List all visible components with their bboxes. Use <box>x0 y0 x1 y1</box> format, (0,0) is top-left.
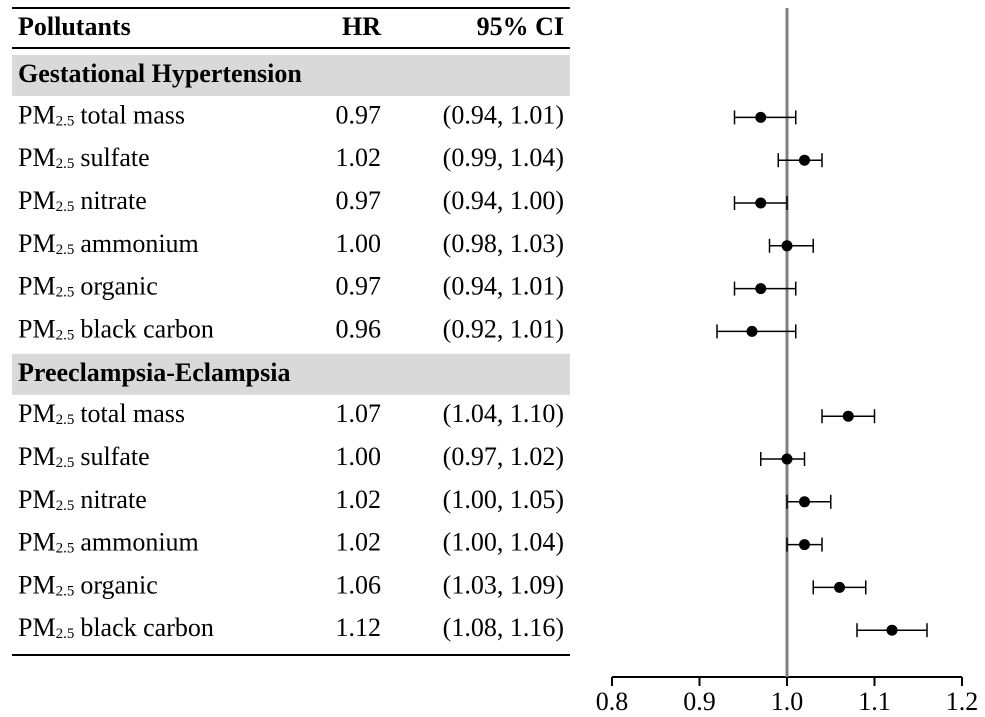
hr-point <box>781 453 793 465</box>
hr-point <box>799 496 810 508</box>
hr-value: 1.00 <box>336 229 382 258</box>
pollutant-prefix: PM <box>18 143 56 172</box>
x-tick-label: 1.2 <box>946 687 979 716</box>
ci-value: (1.03, 1.09) <box>443 570 564 599</box>
ci-value: (0.99, 1.04) <box>443 143 564 172</box>
hr-value: 0.96 <box>336 314 382 343</box>
pollutant-subscript: 2.5 <box>56 328 75 344</box>
header: HR <box>342 12 381 41</box>
hr-value: 1.07 <box>336 399 382 428</box>
ci-value: (1.04, 1.10) <box>443 399 564 428</box>
pollutant-name: organic <box>80 272 158 301</box>
pollutant-prefix: PM <box>18 272 56 301</box>
hr-value: 1.02 <box>336 528 382 557</box>
hr-point <box>842 410 854 422</box>
x-tick-label: 1.1 <box>858 687 891 716</box>
pollutant-label: PM2.5 black carbon <box>18 613 214 642</box>
hr-point <box>781 240 793 252</box>
header: 95% CI <box>477 12 564 41</box>
pollutant-prefix: PM <box>18 100 56 129</box>
ci-value: (1.00, 1.04) <box>443 528 564 557</box>
x-tick-label: 1.0 <box>771 687 804 716</box>
hr-value: 1.06 <box>336 570 382 599</box>
hr-value: 1.00 <box>336 442 382 471</box>
pollutant-label: PM2.5 organic <box>18 570 158 599</box>
pollutant-prefix: PM <box>18 528 56 557</box>
pollutant-name: black carbon <box>80 314 214 343</box>
pollutant-name: black carbon <box>80 613 214 642</box>
hr-value: 0.97 <box>336 186 382 215</box>
ci-value: (1.08, 1.16) <box>443 613 564 642</box>
pollutant-prefix: PM <box>18 485 56 514</box>
pollutant-label: PM2.5 ammonium <box>18 528 199 557</box>
ci-value: (0.97, 1.02) <box>443 442 564 471</box>
pollutant-prefix: PM <box>18 186 56 215</box>
hr-value: 1.12 <box>336 613 382 642</box>
pollutant-subscript: 2.5 <box>56 242 75 258</box>
hr-point <box>799 539 810 551</box>
hr-value: 1.02 <box>336 143 382 172</box>
pollutant-subscript: 2.5 <box>56 498 75 514</box>
pollutant-name: sulfate <box>80 442 149 471</box>
group-title: Preeclampsia-Eclampsia <box>18 358 290 387</box>
pollutant-prefix: PM <box>18 613 56 642</box>
hr-point <box>755 283 767 295</box>
ci-value: (0.98, 1.03) <box>443 229 564 258</box>
hr-point <box>886 624 898 636</box>
x-tick-label: 0.8 <box>596 687 629 716</box>
pollutant-name: organic <box>80 570 158 599</box>
pollutant-name: ammonium <box>80 528 198 557</box>
pollutant-label: PM2.5 total mass <box>18 399 185 428</box>
group-title: Gestational Hypertension <box>18 59 302 88</box>
pollutant-subscript: 2.5 <box>56 413 75 429</box>
pollutant-prefix: PM <box>18 314 56 343</box>
hr-value: 1.02 <box>336 485 382 514</box>
pollutant-label: PM2.5 ammonium <box>18 229 199 258</box>
pollutant-name: nitrate <box>80 485 146 514</box>
x-tick-label: 0.9 <box>683 687 716 716</box>
hr-value: 0.97 <box>336 100 382 129</box>
pollutant-subscript: 2.5 <box>56 541 75 557</box>
hr-point <box>799 154 810 166</box>
ci-value: (0.94, 1.01) <box>443 272 564 301</box>
hr-point <box>755 111 767 123</box>
pollutant-label: PM2.5 organic <box>18 272 158 301</box>
pollutant-prefix: PM <box>18 570 56 599</box>
pollutant-prefix: PM <box>18 442 56 471</box>
pollutant-label: PM2.5 sulfate <box>18 442 150 471</box>
pollutant-subscript: 2.5 <box>56 455 75 471</box>
pollutant-subscript: 2.5 <box>56 627 75 643</box>
pollutant-name: nitrate <box>80 186 146 215</box>
ci-value: (1.00, 1.05) <box>443 485 564 514</box>
ci-value: (0.94, 1.01) <box>443 100 564 129</box>
pollutant-label: PM2.5 nitrate <box>18 186 147 215</box>
pollutant-subscript: 2.5 <box>56 114 75 130</box>
pollutant-name: sulfate <box>80 143 149 172</box>
pollutant-subscript: 2.5 <box>56 584 75 600</box>
pollutant-name: ammonium <box>80 229 198 258</box>
pollutant-prefix: PM <box>18 229 56 258</box>
group-band <box>12 353 570 395</box>
ci-value: (0.94, 1.00) <box>443 186 564 215</box>
header: Pollutants <box>18 12 131 41</box>
hr-point <box>746 325 758 337</box>
hr-point <box>834 581 845 593</box>
ci-value: (0.92, 1.01) <box>443 314 564 343</box>
pollutant-subscript: 2.5 <box>56 157 75 173</box>
hr-value: 0.97 <box>336 272 382 301</box>
pollutant-name: total mass <box>80 399 185 428</box>
pollutant-subscript: 2.5 <box>56 199 75 215</box>
pollutant-subscript: 2.5 <box>56 285 75 301</box>
pollutant-label: PM2.5 black carbon <box>18 314 214 343</box>
hr-point <box>755 197 767 209</box>
pollutant-prefix: PM <box>18 399 56 428</box>
pollutant-label: PM2.5 total mass <box>18 100 185 129</box>
group-band <box>12 55 570 96</box>
pollutant-name: total mass <box>80 100 185 129</box>
pollutant-label: PM2.5 nitrate <box>18 485 147 514</box>
pollutant-label: PM2.5 sulfate <box>18 143 150 172</box>
